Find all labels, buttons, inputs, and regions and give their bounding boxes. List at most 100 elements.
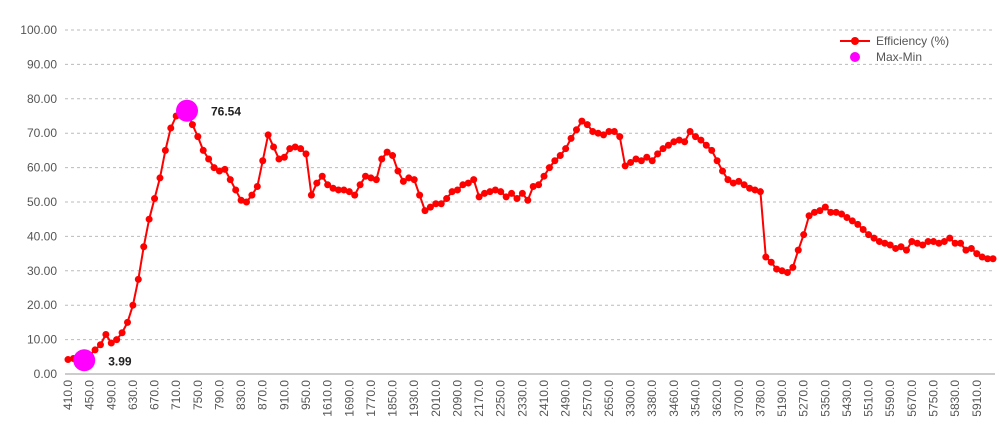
x-tick-label: 1690.0 [342, 380, 356, 417]
x-tick-label: 630.0 [126, 380, 140, 410]
x-tick-label: 5670.0 [905, 380, 919, 417]
efficiency-point [356, 181, 364, 189]
efficiency-point [129, 301, 137, 309]
efficiency-point [96, 341, 104, 349]
efficiency-point [280, 153, 288, 161]
efficiency-point [291, 143, 299, 151]
efficiency-point [383, 148, 391, 156]
efficiency-point [967, 244, 975, 252]
x-tick-label: 3540.0 [688, 380, 702, 417]
efficiency-point [897, 243, 905, 251]
x-tick-label: 3780.0 [753, 380, 767, 417]
efficiency-point [248, 191, 256, 199]
x-tick-label: 5910.0 [970, 380, 984, 417]
efficiency-point [567, 134, 575, 142]
efficiency-point [378, 155, 386, 163]
efficiency-point [902, 246, 910, 254]
efficiency-point [297, 145, 305, 153]
efficiency-line [67, 109, 993, 362]
efficiency-point [935, 239, 943, 247]
efficiency-point [302, 150, 310, 158]
x-tick-label: 3700.0 [732, 380, 746, 417]
efficiency-point [545, 164, 553, 172]
efficiency-point [702, 141, 710, 149]
efficiency-point [686, 127, 694, 135]
efficiency-point [919, 241, 927, 249]
efficiency-point [91, 346, 99, 354]
efficiency-point [313, 179, 321, 187]
efficiency-point [243, 198, 251, 206]
efficiency-point [535, 181, 543, 189]
efficiency-point [708, 146, 716, 154]
efficiency-point [929, 238, 937, 246]
efficiency-point [151, 195, 159, 203]
efficiency-point [751, 186, 759, 194]
efficiency-point [827, 208, 835, 216]
legend-marker [850, 52, 860, 62]
efficiency-point [524, 196, 532, 204]
efficiency-point [724, 176, 732, 184]
efficiency-point [816, 207, 824, 215]
efficiency-point [962, 246, 970, 254]
efficiency-point [329, 184, 337, 192]
efficiency-point [399, 177, 407, 185]
efficiency-point [324, 181, 332, 189]
x-tick-label: 750.0 [191, 380, 205, 410]
x-tick-label: 410.0 [61, 380, 75, 410]
efficiency-point [892, 244, 900, 252]
legend-label: Efficiency (%) [876, 34, 949, 48]
efficiency-point [194, 133, 202, 141]
y-tick-label: 0.00 [34, 367, 58, 381]
efficiency-point [210, 164, 218, 172]
efficiency-point [578, 117, 586, 125]
efficiency-point [345, 188, 353, 196]
max-min-point [73, 349, 96, 372]
y-tick-label: 50.00 [27, 195, 57, 209]
efficiency-point [426, 203, 434, 211]
efficiency-point [464, 179, 472, 187]
efficiency-point [486, 188, 494, 196]
x-tick-label: 3460.0 [667, 380, 681, 417]
efficiency-point [664, 141, 672, 149]
x-tick-label: 1930.0 [407, 380, 421, 417]
efficiency-point [838, 210, 846, 218]
efficiency-point [654, 150, 662, 158]
x-tick-label: 5430.0 [840, 380, 854, 417]
efficiency-point [675, 136, 683, 144]
y-tick-label: 20.00 [27, 298, 57, 312]
x-tick-label: 490.0 [104, 380, 118, 410]
efficiency-point [637, 157, 645, 165]
efficiency-point [340, 186, 348, 194]
x-tick-label: 910.0 [277, 380, 291, 410]
x-tick-label: 450.0 [83, 380, 97, 410]
efficiency-point [924, 238, 932, 246]
efficiency-point [188, 121, 196, 129]
x-tick-label: 2170.0 [472, 380, 486, 417]
x-tick-label: 1770.0 [364, 380, 378, 417]
efficiency-point [502, 193, 510, 201]
efficiency-point [529, 183, 537, 191]
x-tick-label: 2250.0 [494, 380, 508, 417]
efficiency-point [372, 176, 380, 184]
efficiency-point [881, 239, 889, 247]
efficiency-point [107, 339, 115, 347]
efficiency-point [756, 188, 764, 196]
efficiency-point [697, 136, 705, 144]
efficiency-point [416, 191, 424, 199]
efficiency-point [405, 174, 413, 182]
efficiency-point [681, 138, 689, 146]
efficiency-point [470, 176, 478, 184]
efficiency-point [113, 336, 121, 344]
x-tick-label: 710.0 [169, 380, 183, 410]
efficiency-point [940, 238, 948, 246]
x-tick-label: 2010.0 [429, 380, 443, 417]
efficiency-point [156, 174, 164, 182]
efficiency-point [307, 191, 315, 199]
efficiency-point [362, 172, 370, 180]
efficiency-point [145, 215, 153, 223]
x-tick-label: 2570.0 [580, 380, 594, 417]
efficiency-point [275, 155, 283, 163]
efficiency-point [481, 189, 489, 197]
efficiency-point [832, 208, 840, 216]
efficiency-point [118, 329, 126, 337]
